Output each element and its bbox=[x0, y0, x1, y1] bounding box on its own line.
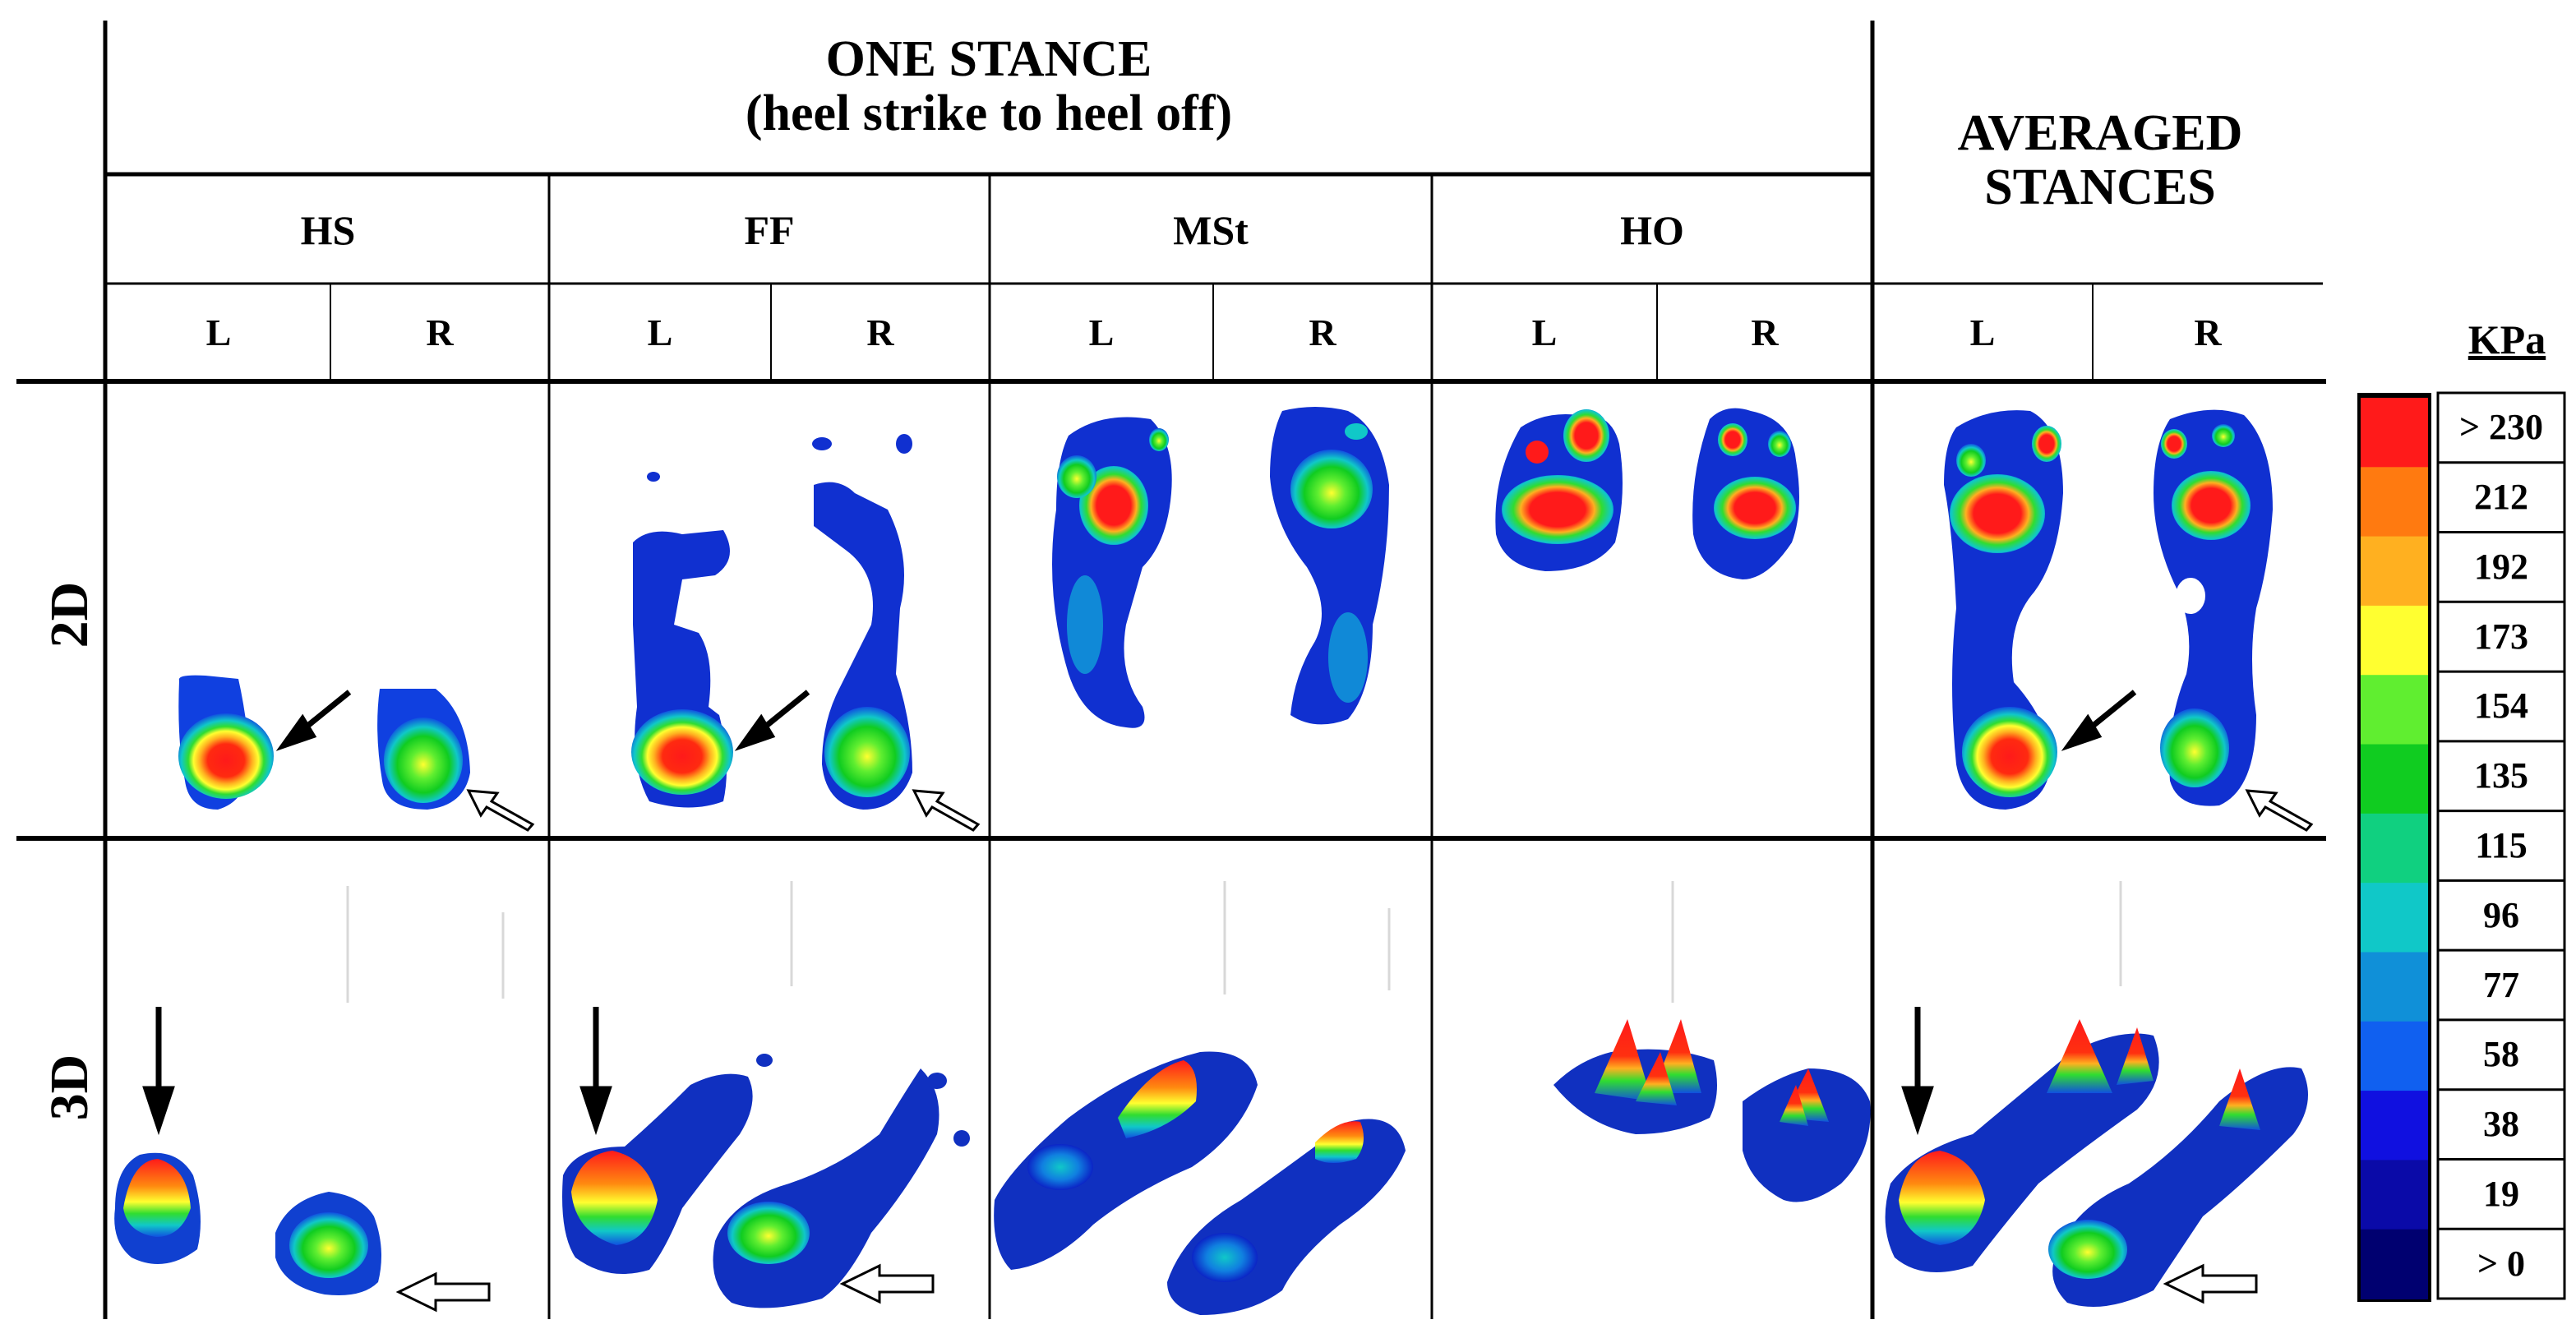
map-2d-mst-left bbox=[1052, 417, 1172, 728]
scale-swatch bbox=[2361, 1160, 2428, 1230]
scale-swatch bbox=[2361, 467, 2428, 538]
arrow-open-2d-hs bbox=[466, 789, 535, 832]
side-ho-r: R bbox=[1751, 311, 1779, 353]
scale-swatch bbox=[2361, 536, 2428, 607]
map-2d-ho-right bbox=[1692, 408, 1799, 579]
map-2d-ff-left bbox=[631, 530, 733, 808]
map-3d-ff-left bbox=[562, 1054, 773, 1274]
scale-swatch bbox=[2361, 952, 2428, 1022]
map-3d-hs-left bbox=[114, 1152, 201, 1264]
scale-swatch bbox=[2361, 1229, 2428, 1299]
scale-swatch bbox=[2361, 605, 2428, 676]
side-ff-l: L bbox=[647, 311, 673, 353]
map-3d-mst-left bbox=[994, 1051, 1258, 1270]
arrow-open-2d-ff bbox=[912, 789, 981, 832]
scale-value-label: 192 bbox=[2474, 546, 2528, 587]
color-scale-bar bbox=[2357, 393, 2431, 1302]
side-ff-r: R bbox=[866, 311, 894, 353]
map-2d-avg-left bbox=[1944, 410, 2063, 810]
map-3d-avg-left bbox=[1885, 1019, 2159, 1272]
title-line-1: ONE STANCE bbox=[825, 31, 1152, 87]
map-3d-avg-right bbox=[2048, 1067, 2308, 1307]
scale-swatch bbox=[2361, 883, 2428, 953]
scale-value-label: 212 bbox=[2474, 477, 2528, 518]
table-grid bbox=[16, 21, 2326, 1319]
map-3d-ho-right bbox=[1743, 1068, 1871, 1202]
scale-swatch bbox=[2361, 1091, 2428, 1161]
scale-value-label: 135 bbox=[2474, 755, 2528, 796]
arrow-open-2d-avg bbox=[2245, 789, 2314, 832]
scale-swatch bbox=[2361, 744, 2428, 814]
phase-hs: HS bbox=[300, 207, 356, 253]
map-3d-ff-right bbox=[713, 1068, 970, 1308]
side-hs-l: L bbox=[205, 311, 232, 353]
scale-swatch bbox=[2361, 675, 2428, 745]
map-3d-ho-left bbox=[1553, 1019, 1717, 1134]
side-mst-l: L bbox=[1088, 311, 1115, 353]
scale-value-label: > 230 bbox=[2458, 407, 2544, 448]
map-3d-mst-right bbox=[1167, 1119, 1406, 1315]
title-line-2: (heel strike to heel off) bbox=[745, 85, 1233, 141]
arrow-solid-3d-ff bbox=[579, 1007, 612, 1136]
arrow-open-3d-hs bbox=[395, 1271, 491, 1313]
scale-swatch bbox=[2361, 1021, 2428, 1092]
arrow-open-3d-avg bbox=[2163, 1263, 2258, 1304]
map-2d-mst-right bbox=[1270, 407, 1389, 725]
side-hs-r: R bbox=[426, 311, 454, 353]
title-averaged-stances: AVERAGED STANCES bbox=[1874, 99, 2326, 222]
scale-value-boxes bbox=[2436, 391, 2566, 1300]
phase-ff: FF bbox=[744, 207, 795, 253]
scale-value-label: 115 bbox=[2475, 825, 2528, 865]
scale-value-label: 58 bbox=[2483, 1034, 2519, 1075]
map-2d-ho-left bbox=[1495, 409, 1623, 571]
averaged-line-1: AVERAGED bbox=[1957, 105, 2243, 161]
side-avg-r: R bbox=[2194, 311, 2222, 353]
scale-value-label: 19 bbox=[2483, 1173, 2519, 1214]
scale-value-label: 38 bbox=[2483, 1104, 2519, 1145]
map-3d-hs-right bbox=[275, 1192, 381, 1295]
map-2d-ff-right bbox=[647, 434, 912, 810]
faint-poles bbox=[346, 881, 2122, 1003]
map-2d-avg-right bbox=[2154, 409, 2273, 806]
arrow-solid-3d-avg bbox=[1901, 1007, 1934, 1136]
arrow-open-3d-ff bbox=[839, 1263, 935, 1304]
arrow-solid-2d-hs bbox=[275, 690, 352, 751]
scale-swatch bbox=[2361, 398, 2428, 468]
scale-value-label: 77 bbox=[2483, 964, 2519, 1005]
arrow-solid-2d-ff bbox=[734, 690, 810, 751]
scale-unit: KPa bbox=[2468, 316, 2546, 362]
arrow-solid-2d-avg bbox=[2061, 690, 2137, 751]
scale-value-label: 154 bbox=[2474, 685, 2528, 727]
scale-swatch bbox=[2361, 813, 2428, 884]
scale-value-label: 173 bbox=[2474, 616, 2528, 657]
scale-value-label: 96 bbox=[2483, 894, 2519, 935]
side-mst-r: R bbox=[1309, 311, 1336, 353]
map-2d-hs-left bbox=[178, 675, 274, 810]
averaged-line-2: STANCES bbox=[1984, 159, 2216, 215]
map-2d-hs-right bbox=[377, 689, 470, 810]
side-avg-l: L bbox=[1969, 311, 1996, 353]
scale-value-label: > 0 bbox=[2477, 1243, 2526, 1284]
phase-ho: HO bbox=[1620, 207, 1684, 253]
phase-mst: MSt bbox=[1173, 207, 1249, 253]
arrow-solid-3d-hs bbox=[142, 1007, 175, 1136]
title-one-stance: ONE STANCE (heel strike to heel off) bbox=[107, 25, 1871, 148]
side-ho-l: L bbox=[1531, 311, 1558, 353]
